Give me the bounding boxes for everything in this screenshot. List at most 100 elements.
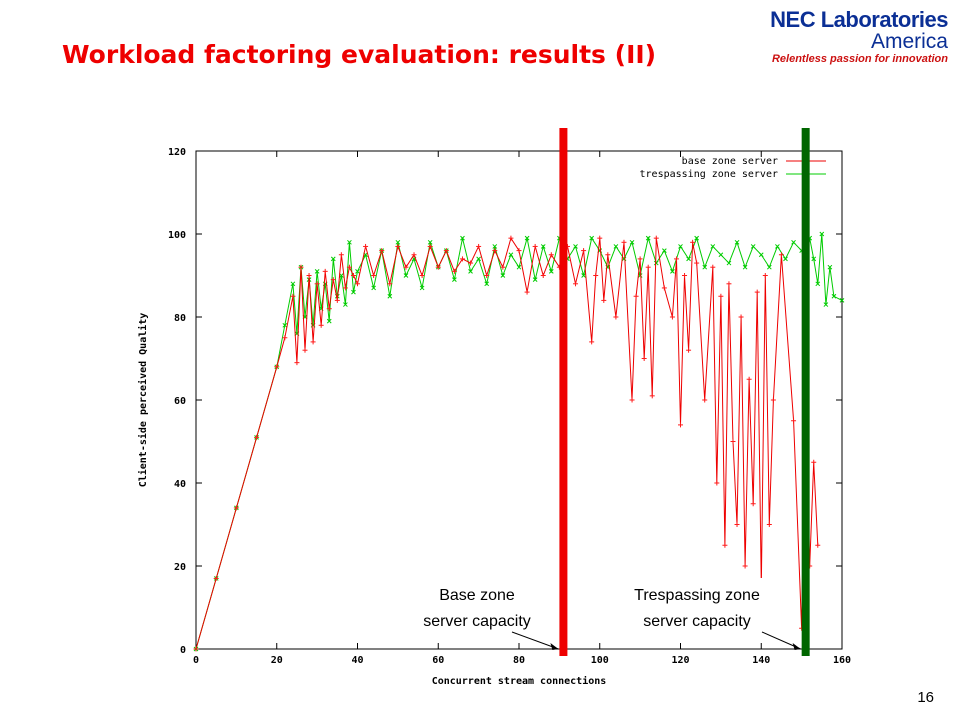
data-point [645,235,651,241]
annotation-line2: server capacity [643,613,751,630]
data-point [726,281,732,287]
data-point [678,244,683,249]
data-point [330,277,336,283]
data-point [641,356,647,361]
series-layer [193,231,845,652]
y-tick-label: 40 [174,479,186,490]
data-point [427,239,433,245]
data-point [532,243,538,249]
data-point [395,243,401,249]
data-point [661,248,667,253]
x-tick-label: 60 [432,655,444,666]
x-tick-label: 40 [351,655,363,666]
data-point [766,522,772,527]
data-point [532,277,538,283]
annotation-bg [395,578,559,638]
data-point [254,434,260,440]
x-tick-label: 140 [752,655,770,666]
data-point [783,256,788,262]
x-tick-label: 160 [833,655,851,666]
data-point [694,235,700,241]
y-tick-label: 60 [174,396,186,407]
data-point [758,252,764,258]
x-axis-label: Concurrent stream connections [432,675,607,687]
data-point [318,322,324,328]
data-point [573,281,579,287]
data-point [823,302,829,307]
data-point [710,244,716,249]
data-point [355,281,360,287]
data-point [605,252,611,258]
data-point [613,314,619,320]
data-point [282,335,288,341]
x-tick-label: 100 [591,655,609,666]
data-point [754,289,760,295]
data-point [819,231,825,237]
data-point [411,252,417,258]
data-point [330,256,336,262]
data-point [718,293,724,299]
data-point [395,239,401,245]
data-point [694,260,700,266]
data-point [419,273,425,278]
data-point [734,239,740,245]
legend-label: trespassing zone server [640,169,778,180]
data-point [629,239,635,245]
data-point [573,244,578,249]
data-point [629,397,635,403]
capacity-bar [801,128,810,656]
data-point [548,252,554,258]
data-point [702,264,708,270]
data-point [476,243,482,249]
data-point [710,264,716,270]
data-point [343,302,348,307]
data-point [653,260,659,266]
data-point [589,235,595,241]
data-point [351,289,356,295]
data-point [718,252,724,258]
data-point [290,281,296,287]
data-point [282,322,288,328]
data-point [815,281,821,287]
data-point [468,260,474,266]
data-point [831,293,837,299]
data-point [714,480,720,486]
annotation-line2: server capacity [423,613,531,630]
data-point [524,235,530,241]
data-point [363,243,369,249]
data-point [443,248,449,254]
data-point [661,285,667,291]
data-point [492,248,498,254]
data-point [540,244,546,249]
data-point [355,268,360,274]
data-point [322,268,328,274]
annotations: Base zone server capacity Trespassing zone… [395,128,810,656]
data-point [778,252,784,258]
data-point [334,297,340,303]
data-point [742,264,748,270]
data-point [508,252,514,258]
y-axis-label: Client-side perceived Quality [137,313,149,488]
data-point [670,268,675,274]
data-point [326,306,332,312]
data-point [371,273,377,278]
data-point [746,376,752,382]
data-point [762,273,768,278]
data-point [484,281,490,287]
data-point [839,298,845,303]
logo-line2: America [870,30,948,53]
data-point [500,273,506,278]
data-point [750,501,756,507]
x-tick-label: 0 [193,655,199,666]
data-point [673,256,679,262]
data-point [290,293,296,299]
data-point [403,264,409,270]
annotation-bg [615,578,779,638]
data-point [637,256,643,262]
annotation-arrow [511,631,559,650]
data-point [775,244,780,249]
page-number: 16 [917,689,934,706]
data-point [403,273,409,278]
data-point [770,397,776,403]
data-point [791,418,797,424]
